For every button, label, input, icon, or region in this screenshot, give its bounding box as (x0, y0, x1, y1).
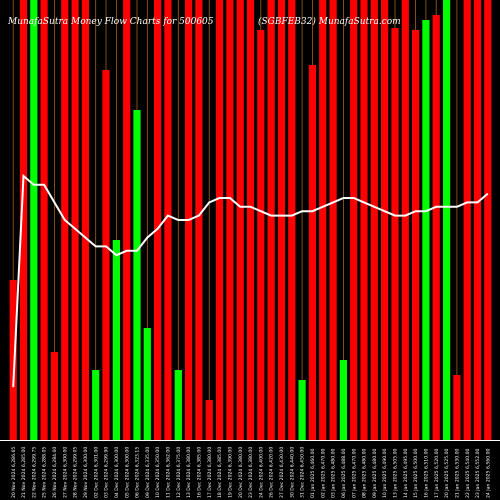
x-tick-label: 07 Jan 2025 6,470.00 (351, 448, 357, 498)
x-tick-label: 24 Dec 2024 6,400.00 (258, 447, 264, 498)
chart-title-left: MunafaSutra Money Flow Charts for 500605 (7, 17, 214, 27)
bar-down (154, 0, 162, 440)
bar-up (339, 360, 347, 440)
bar-down (432, 15, 440, 440)
x-tick-label: 16 Jan 2025 6,510.00 (424, 448, 430, 498)
bar-down (205, 400, 213, 440)
bar-down (236, 0, 244, 440)
x-tick-label: 19 Dec 2024 6,390.00 (228, 447, 234, 498)
bar-down (329, 0, 337, 440)
bar-down (195, 0, 203, 440)
x-tick-label: 23 Dec 2024 6,380.00 (248, 447, 254, 498)
x-tick-label: 20 Jan 2025 6,525.00 (444, 448, 450, 498)
bar-down (473, 0, 482, 440)
x-tick-label: 10 Jan 2025 6,490.00 (382, 448, 388, 498)
bar-down (277, 0, 286, 440)
x-tick-label: 10 Dec 2024 6,350.00 (155, 447, 161, 498)
bar-down (257, 30, 265, 440)
bars (9, 0, 492, 440)
bar-down (40, 0, 48, 440)
bar-down (350, 0, 358, 440)
x-tick-label: 27 Nov 2024 6,300.00 (62, 447, 68, 498)
x-tick-label: 21 Nov 2024 6,285.00 (21, 447, 27, 498)
bar-down (381, 0, 389, 440)
bar-down (246, 0, 255, 440)
bar-down (123, 0, 131, 440)
x-tick-label: 04 Dec 2024 6,300.00 (114, 447, 120, 498)
chart-title-right: (SGBFEB32) MunafaSutra.com (258, 16, 401, 27)
x-tick-label: 20 Dec 2024 6,380.00 (238, 447, 244, 498)
bar-down (412, 30, 420, 440)
bar-down (319, 0, 327, 440)
bar-down (71, 0, 79, 440)
x-tick-label: 22 Jan 2025 6,540.00 (465, 448, 471, 498)
money-flow-line (12, 173, 489, 388)
x-tick-label: 23 Jan 2025 6,552.00 (475, 448, 481, 498)
bar-down (308, 65, 316, 440)
bar-down (288, 0, 296, 440)
x-tick-label: 26 Dec 2024 6,420.00 (269, 447, 275, 498)
bar-down (50, 352, 58, 440)
x-tick-label: 13 Jan 2025 6,505.00 (393, 448, 399, 498)
x-tick-label: 15 Jan 2025 6,500.00 (413, 448, 419, 498)
bar-up (422, 20, 430, 440)
bar-down (9, 280, 17, 440)
x-tick-label: 03 Jan 2025 6,480.00 (331, 448, 337, 498)
x-tick-label: 31 Dec 2024 6,450.00 (300, 447, 306, 498)
bar-down (360, 0, 368, 440)
flow-line-layer (12, 173, 489, 388)
bar-down (370, 0, 378, 440)
x-tick-label: 17 Jan 2025 6,520.00 (434, 448, 440, 498)
x-tick-label: 01 Jan 2025 6,460.00 (310, 448, 316, 498)
bar-down (391, 28, 399, 440)
bar-down (484, 0, 492, 440)
bar-down (19, 0, 28, 440)
x-tick-label: 22 Nov 2024 6,299.75 (31, 447, 37, 498)
x-tick-label: 21 Jan 2025 6,530.00 (455, 448, 461, 498)
bar-down (215, 0, 224, 440)
x-tick-label: 09 Jan 2025 6,480.00 (372, 448, 378, 498)
x-tick-label: 03 Dec 2024 6,299.90 (104, 447, 110, 498)
x-tick-label: 16 Dec 2024 6,385.00 (197, 447, 203, 498)
bar-up (133, 110, 141, 440)
x-tick-label: 05 Dec 2024 6,300.00 (124, 447, 130, 498)
x-tick-label: 26 Nov 2024 6,284.00 (52, 447, 58, 498)
bar-down (102, 70, 110, 440)
x-tick-label: 13 Dec 2024 6,380.00 (186, 447, 192, 498)
x-tick-label: 24 Jan 2025 6,560.00 (485, 448, 491, 498)
x-tick-label: 06 Dec 2024 6,323.15 (135, 447, 141, 498)
bar-down (267, 0, 275, 440)
x-tick-label: 18 Dec 2024 6,385.00 (217, 447, 223, 498)
bar-up (112, 240, 120, 440)
x-tick-label: 17 Dec 2024 6,380.00 (207, 447, 213, 498)
bar-down (463, 0, 471, 440)
bar-up (30, 0, 38, 440)
bar-down (401, 0, 409, 440)
x-tick-label: 14 Jan 2025 6,495.00 (403, 448, 409, 498)
x-tick-labels: 20 Nov 2024 6,286.65 21 Nov 2024 6,285.00… (11, 447, 492, 498)
bar-up (298, 380, 306, 440)
bar-down (164, 0, 172, 440)
bar-down (81, 0, 89, 440)
x-tick-label: 11 Dec 2024 6,362.00 (166, 447, 172, 498)
bar-up (143, 328, 151, 440)
x-tick-label: 28 Nov 2024 6,299.05 (73, 447, 79, 498)
x-tick-label: 20 Nov 2024 6,286.65 (11, 447, 17, 498)
x-tick-label: 27 Dec 2024 6,430.00 (279, 447, 285, 498)
bar-down (226, 0, 234, 440)
x-tick-label: 12 Dec 2024 6,375.00 (176, 447, 182, 498)
bar-up (92, 370, 100, 440)
x-tick-label: 25 Nov 2024 6,288.05 (42, 447, 48, 498)
x-tick-label: 02 Jan 2025 6,470.00 (320, 448, 326, 498)
x-tick-label: 09 Dec 2024 6,335.00 (145, 447, 151, 498)
bar-down (453, 375, 461, 440)
x-tick-label: 29 Nov 2024 6,300.00 (83, 447, 89, 498)
x-tick-label: 06 Jan 2025 6,488.00 (341, 448, 347, 498)
x-tick-label: 02 Dec 2024 6,301.00 (93, 447, 99, 498)
x-tick-label: 30 Dec 2024 6,440.00 (289, 447, 295, 498)
bar-up (443, 0, 451, 440)
bar-up (174, 370, 182, 440)
x-tick-label: 08 Jan 2025 6,480.00 (362, 448, 368, 498)
